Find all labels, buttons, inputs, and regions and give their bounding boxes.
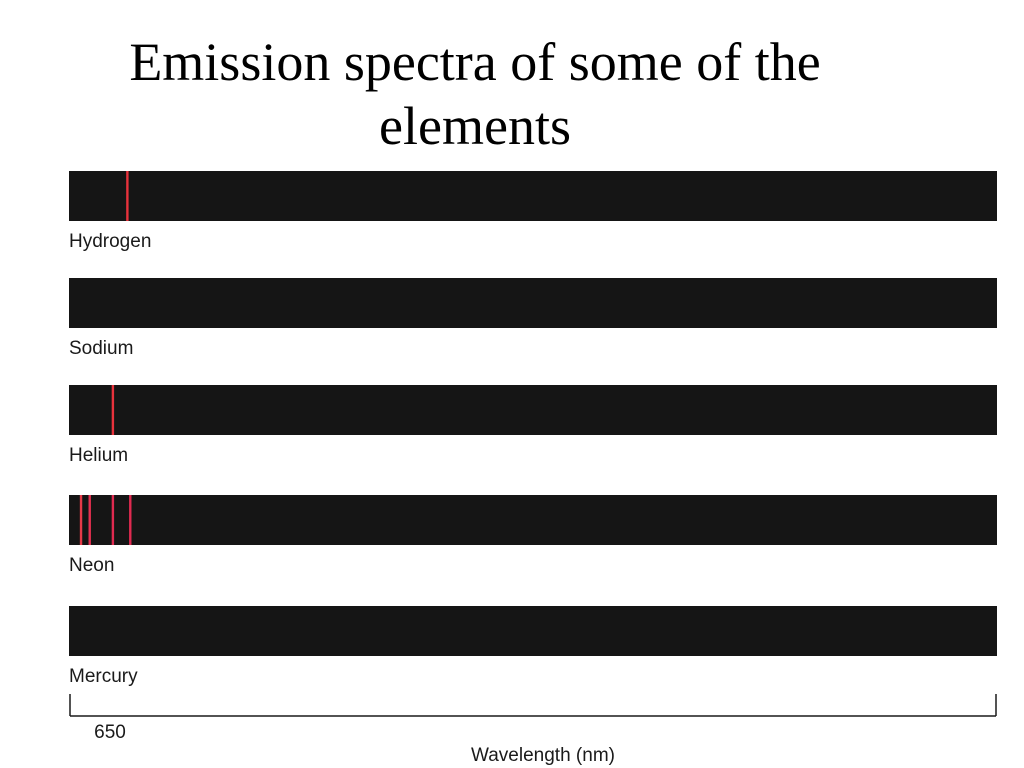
- spectrum-mercury: Mercury: [69, 606, 997, 687]
- element-label-helium: Helium: [69, 445, 128, 466]
- spectrum-neon: Neon: [69, 495, 997, 576]
- element-label-sodium: Sodium: [69, 338, 133, 359]
- slide-title-line-2: elements: [379, 96, 571, 156]
- spectrum-sodium: Sodium: [69, 278, 997, 359]
- spectrum-strip-helium: [69, 385, 997, 435]
- spectrum-helium: Helium: [69, 385, 997, 466]
- spectrum-strip-hydrogen: [69, 171, 997, 221]
- spectrum-strip-mercury: [69, 606, 997, 656]
- spectrum-strip-neon: [69, 495, 997, 545]
- x-axis-title: Wavelength (nm): [471, 745, 615, 766]
- element-label-hydrogen: Hydrogen: [69, 231, 151, 252]
- spectrum-strip-sodium: [69, 278, 997, 328]
- wavelength-ticks: 650600550500450400350: [94, 722, 126, 743]
- spectra-strips: Hydrogen Sodium Helium Neon Mercury: [69, 171, 997, 687]
- slide-title: Emission spectra of some of the elements: [0, 30, 950, 158]
- wavelength-axis: 650600550500450400350 Wavelength (nm): [69, 694, 997, 766]
- element-label-mercury: Mercury: [69, 666, 138, 687]
- element-label-neon: Neon: [69, 555, 114, 576]
- x-tick-label-650: 650: [94, 722, 126, 743]
- slide-title-line-1: Emission spectra of some of the: [129, 32, 821, 92]
- spectrum-hydrogen: Hydrogen: [69, 171, 997, 252]
